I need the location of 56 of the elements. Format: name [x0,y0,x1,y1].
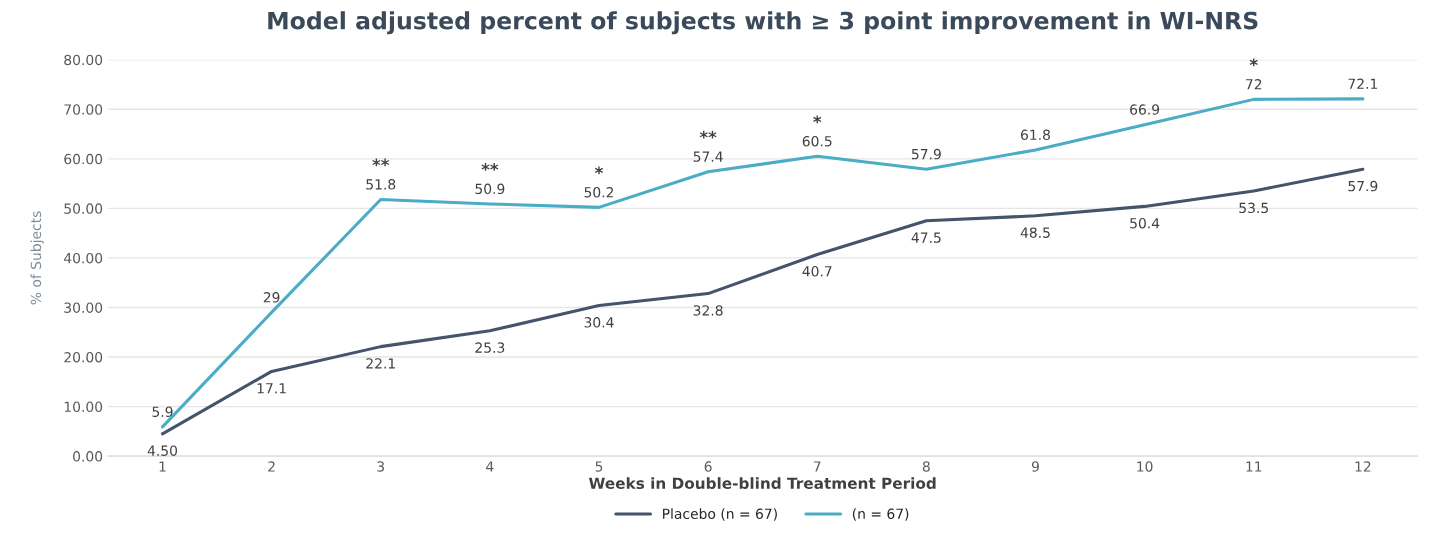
data-label: 72 [1246,79,1262,90]
data-label: 29 [263,292,280,303]
x-tick-label: 4 [486,461,494,472]
y-tick-label: 0.00 [73,451,103,462]
data-label: 22.1 [366,358,395,369]
y-tick-label: 60.00 [64,153,103,165]
y-tick-label: 10.00 [64,401,103,413]
data-label: 50.4 [1130,217,1160,229]
data-label: 51.8 [366,179,396,190]
y-tick-label: 80.00 [64,54,103,66]
x-tick-label: 1 [159,461,166,472]
x-tick-label: 7 [813,461,821,472]
x-tick-label: 3 [377,461,385,472]
data-label: 17.1 [257,383,286,394]
data-label: 40.7 [802,266,832,277]
data-label: 4.50 [147,445,178,456]
data-label: 57.4 [693,151,723,162]
y-tick-label: 20.00 [64,351,103,363]
data-label: 48.5 [1020,227,1050,238]
y-tick-label: 70.00 [64,104,103,115]
annotation: ** [699,130,717,139]
y-tick-label: 50.00 [64,203,103,214]
data-label: 66.9 [1130,104,1160,115]
chart-title: Model adjusted percent of subjects with ≥ 3 point improvement in WI-NRS [268,11,1258,35]
legend-label: Placebo (n = 67) [663,508,777,521]
data-label: 47.5 [911,232,941,243]
x-tick-label: 12 [1355,461,1371,472]
annotation: * [594,166,604,175]
x-tick-label: 10 [1137,461,1153,472]
data-label: 57.9 [911,148,941,160]
annotation: * [1249,58,1258,67]
x-tick-label: 11 [1246,461,1262,472]
data-label: 50.9 [475,183,505,195]
data-label: 50.2 [584,187,614,198]
annotation: * [813,115,822,124]
y-tick-label: 40.00 [63,252,103,264]
x-axis-title: Weeks in Double-blind Treatment Period [588,477,936,490]
x-tick-label: 8 [922,461,930,472]
data-label: 30.4 [584,317,614,328]
data-label: 32.8 [693,305,723,316]
x-tick-label: 2 [268,461,275,472]
data-label: 53.5 [1239,202,1268,214]
legend-label: (n = 67) [852,508,909,521]
data-label: 25.3 [475,342,505,353]
data-label: 60.5 [802,135,832,147]
x-tick-label: 6 [704,461,712,472]
x-tick-label: 5 [595,461,603,472]
y-axis-title: % of Subjects [30,211,44,305]
x-tick-label: 9 [1031,461,1039,472]
data-label: 57.9 [1348,180,1378,192]
annotation: ** [481,163,499,171]
data-label: 61.8 [1020,129,1050,141]
data-label: 5.9 [152,406,173,418]
annotation: ** [372,158,390,167]
data-label: 72.1 [1348,78,1378,89]
y-tick-label: 30.00 [64,302,103,313]
